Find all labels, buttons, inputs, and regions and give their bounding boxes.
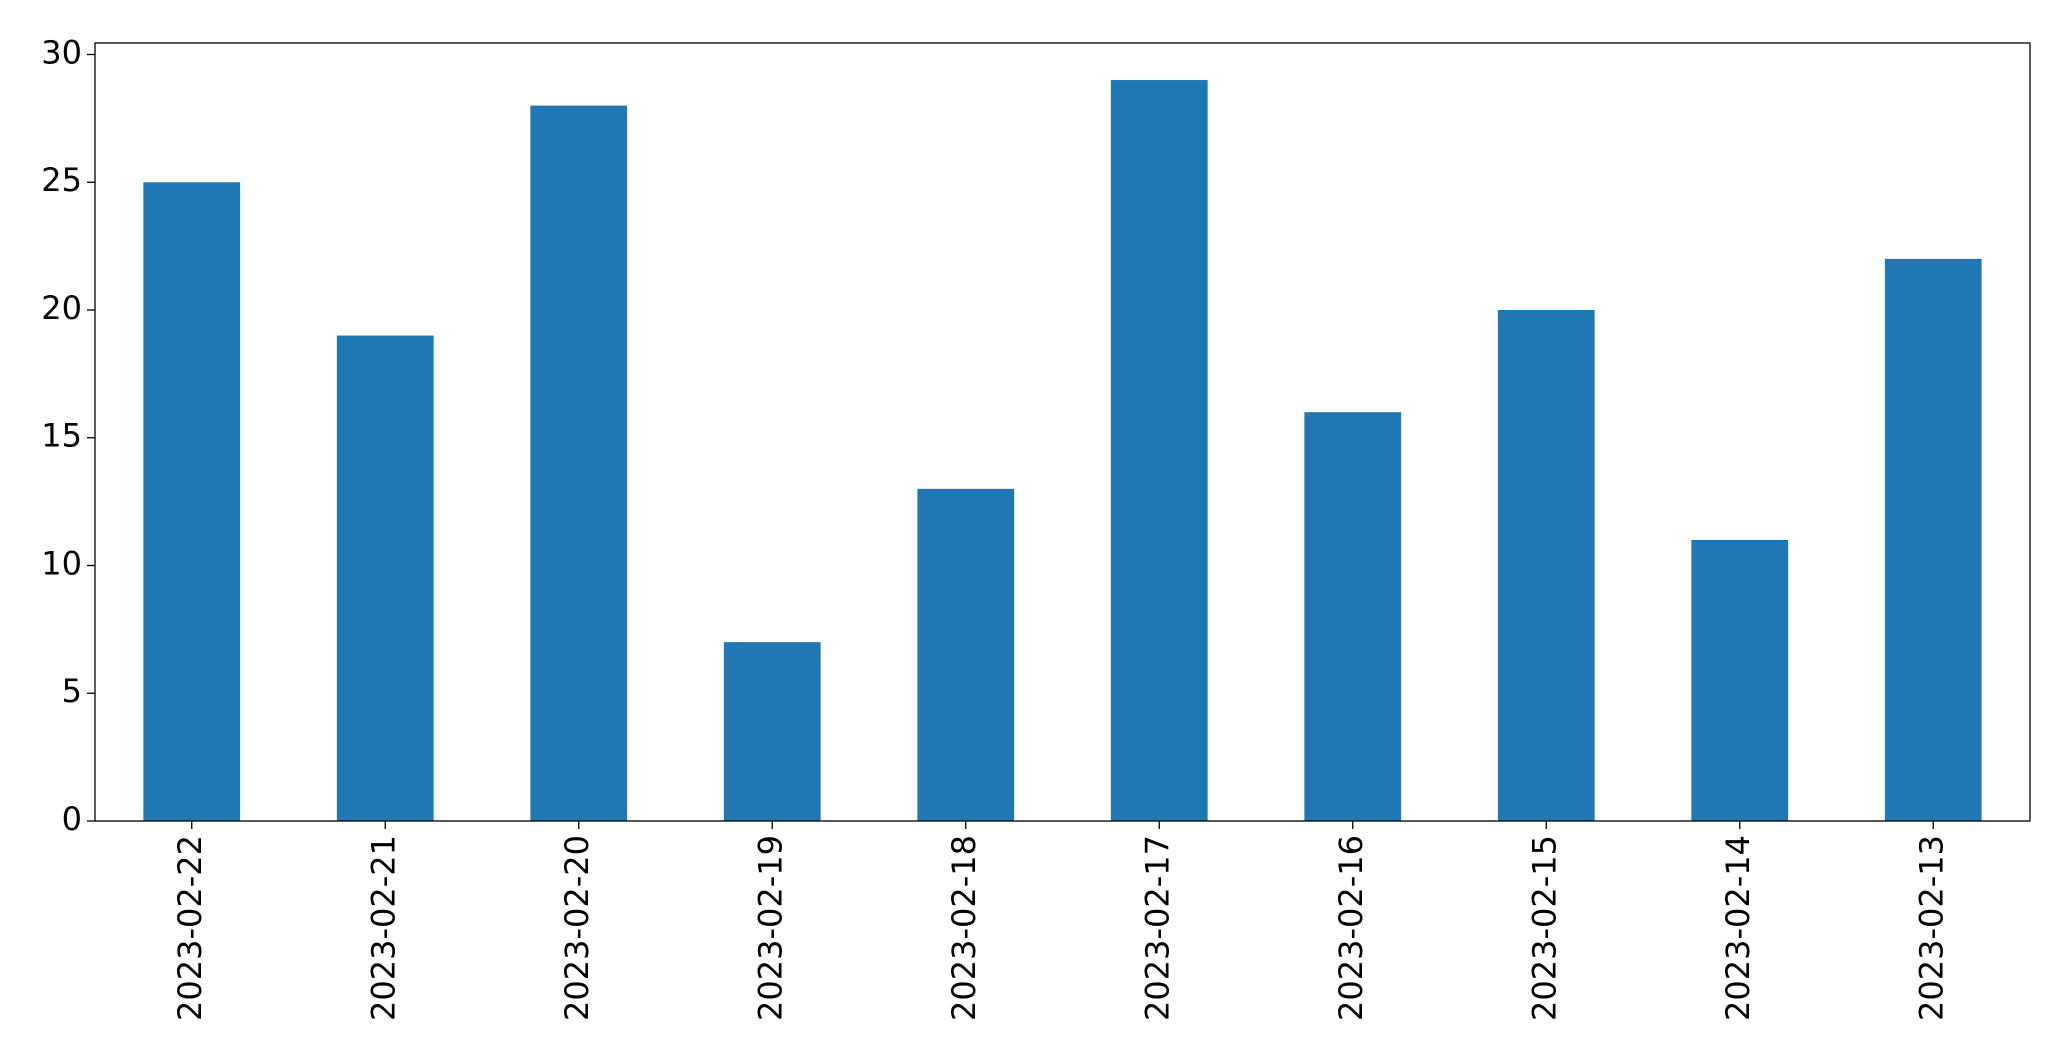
y-tick-label: 30 <box>41 33 82 71</box>
bar <box>530 105 628 821</box>
y-tick-label: 10 <box>41 544 82 582</box>
bar <box>1304 412 1402 821</box>
plot-frame <box>94 42 2031 822</box>
bar <box>723 642 821 821</box>
y-tick-label: 5 <box>62 672 82 710</box>
x-tick-label: 2023-02-13 <box>1912 835 1950 1021</box>
x-tick-label: 2023-02-22 <box>171 835 209 1021</box>
x-tick-label: 2023-02-15 <box>1525 835 1563 1021</box>
y-tick-label: 20 <box>41 289 82 327</box>
y-tick-label: 0 <box>62 800 82 838</box>
x-tick-label: 2023-02-21 <box>364 835 402 1021</box>
x-tick-label: 2023-02-20 <box>558 835 596 1021</box>
bar <box>1110 80 1208 822</box>
x-tick-label: 2023-02-18 <box>945 835 983 1021</box>
bar <box>336 335 434 821</box>
y-tick-label: 25 <box>41 161 82 199</box>
x-tick-label: 2023-02-16 <box>1332 835 1370 1021</box>
bar <box>1884 258 1982 821</box>
x-tick-label: 2023-02-14 <box>1719 835 1757 1021</box>
bar <box>1497 309 1595 821</box>
bar <box>917 488 1015 821</box>
bar <box>1691 539 1789 821</box>
x-tick-label: 2023-02-19 <box>751 835 789 1021</box>
y-tick-label: 15 <box>41 417 82 455</box>
x-tick-label: 2023-02-17 <box>1138 835 1176 1021</box>
bar <box>143 182 241 822</box>
